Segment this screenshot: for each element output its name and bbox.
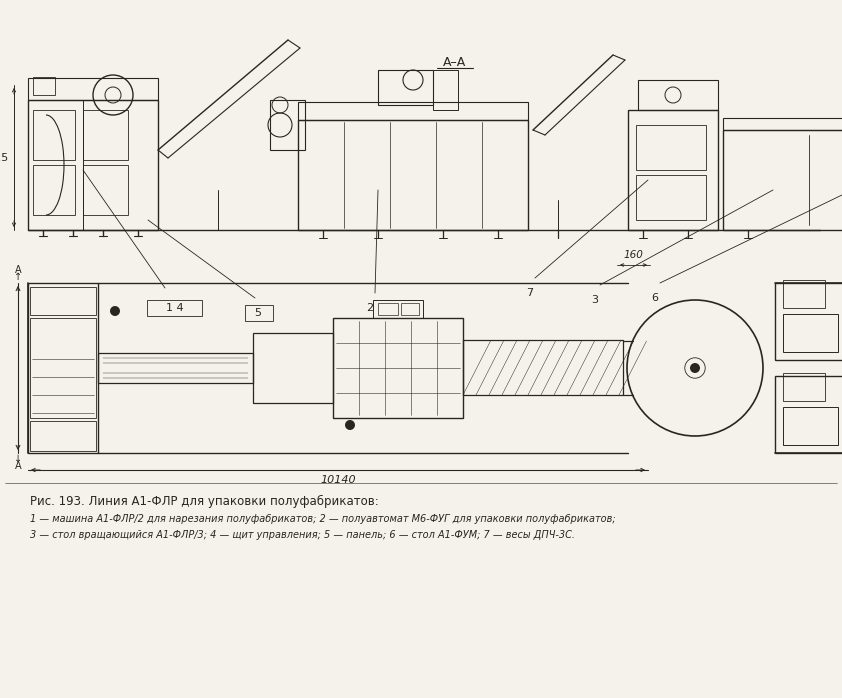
Bar (463, 340, 623, 395)
Bar (28, 78, 158, 100)
Bar (245, 305, 273, 321)
Bar (373, 300, 423, 318)
Bar (333, 318, 463, 418)
Bar (636, 125, 706, 170)
Text: ↓: ↓ (14, 454, 22, 464)
Text: А: А (14, 265, 21, 275)
Text: 3: 3 (591, 295, 599, 305)
Bar (298, 120, 528, 230)
Bar (628, 110, 718, 230)
Text: 6: 6 (652, 293, 658, 303)
Bar (147, 300, 202, 316)
Circle shape (110, 306, 120, 316)
Bar (775, 283, 842, 360)
Bar (253, 333, 333, 403)
Bar (298, 102, 528, 120)
Bar (33, 165, 75, 215)
Bar (30, 287, 96, 315)
Bar (723, 130, 842, 230)
Bar (433, 70, 458, 110)
Text: 160: 160 (623, 250, 643, 260)
Text: 7: 7 (526, 288, 534, 298)
Text: 5: 5 (254, 308, 262, 318)
Text: 10140: 10140 (320, 475, 356, 485)
Circle shape (345, 420, 355, 430)
Bar (33, 110, 75, 160)
Circle shape (690, 363, 700, 373)
Bar (270, 100, 305, 150)
Bar (783, 407, 838, 445)
Bar (636, 175, 706, 220)
Bar (28, 283, 98, 453)
Bar (30, 318, 96, 418)
Text: 1 — машина А1-ФЛР/2 для нарезания полуфабрикатов; 2 — полуавтомат М6-ФУГ для упа: 1 — машина А1-ФЛР/2 для нарезания полуфа… (30, 514, 616, 524)
Bar (83, 165, 128, 215)
Text: 2: 2 (366, 303, 374, 313)
Bar (98, 353, 253, 383)
Text: А: А (14, 461, 21, 471)
Bar (33, 77, 55, 95)
Bar (28, 100, 158, 230)
Bar (783, 280, 825, 308)
Bar (638, 80, 718, 110)
Bar (378, 70, 433, 105)
Text: Рис. 193. Линия А1-ФЛР для упаковки полуфабрикатов:: Рис. 193. Линия А1-ФЛР для упаковки полу… (30, 494, 379, 507)
Bar (783, 373, 825, 401)
Bar (83, 110, 128, 160)
Bar (30, 421, 96, 451)
Bar (775, 376, 842, 453)
Text: ↑: ↑ (14, 272, 22, 282)
Text: 3 — стол вращающийся А1-ФЛР/3; 4 — щит управления; 5 — панель; 6 — стол А1-ФУМ; : 3 — стол вращающийся А1-ФЛР/3; 4 — щит у… (30, 530, 575, 540)
Text: А–А: А–А (444, 57, 466, 70)
Bar (378, 303, 398, 315)
Text: 1425: 1425 (0, 153, 9, 163)
Text: 1 4: 1 4 (166, 303, 184, 313)
Bar (401, 303, 419, 315)
Bar (723, 118, 842, 130)
Bar (783, 314, 838, 352)
